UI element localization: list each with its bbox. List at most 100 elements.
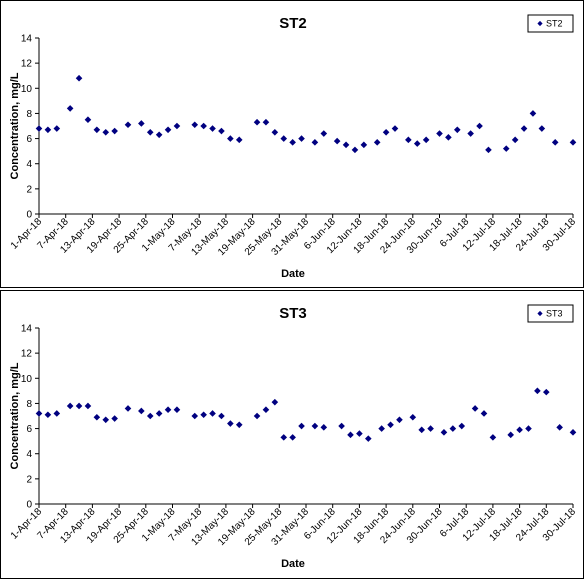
- chart-title: ST3: [279, 305, 307, 322]
- data-point: [111, 415, 118, 422]
- data-point: [124, 121, 132, 129]
- data-point: [365, 435, 372, 442]
- data-point: [102, 416, 110, 424]
- data-point: [427, 425, 434, 432]
- data-point: [35, 125, 43, 132]
- y-tick-label: 12: [21, 349, 33, 360]
- legend-marker: [537, 20, 543, 27]
- data-point: [271, 128, 279, 136]
- data-point: [209, 410, 216, 417]
- data-point: [262, 118, 270, 126]
- data-point: [440, 429, 448, 436]
- chart-panel-st3: ST3 0 2 4 6 8 10 12 14 1-Apr-18 7-Apr-18 13-Apr-18 1…: [0, 290, 584, 579]
- data-point: [227, 135, 234, 142]
- data-point: [289, 139, 296, 146]
- data-point: [66, 105, 74, 112]
- y-tick-label: 0: [26, 500, 32, 511]
- data-point: [155, 131, 163, 139]
- data-point: [480, 410, 488, 417]
- data-point: [378, 425, 385, 432]
- data-point: [471, 405, 479, 412]
- x-axis-label: Date: [281, 558, 305, 570]
- chart-title: ST2: [279, 15, 307, 32]
- data-point: [146, 128, 154, 136]
- data-point: [520, 125, 528, 132]
- data-point: [200, 411, 207, 419]
- y-tick-label: 10: [21, 374, 33, 385]
- data-point: [387, 421, 394, 429]
- data-point: [507, 431, 514, 439]
- data-point: [124, 405, 132, 412]
- data-point: [476, 122, 483, 130]
- data-point: [418, 426, 425, 434]
- data-point: [289, 434, 296, 441]
- data-point: [347, 431, 354, 439]
- data-point: [360, 141, 368, 149]
- y-tick-label: 10: [21, 84, 33, 95]
- data-point: [84, 116, 92, 124]
- y-tick-label: 2: [26, 474, 32, 485]
- data-point: [333, 137, 341, 145]
- data-point: [543, 388, 550, 396]
- data-point: [436, 130, 443, 137]
- data-point: [502, 145, 510, 152]
- data-point: [280, 135, 288, 142]
- data-point: [44, 411, 52, 419]
- data-point: [569, 429, 577, 436]
- data-point: [391, 125, 399, 132]
- y-tick-label: 6: [26, 134, 32, 145]
- chart-st3: ST3024681012141-Apr-187-Apr-1813-Apr-181…: [9, 304, 578, 570]
- legend-label: ST3: [546, 309, 563, 319]
- data-point: [218, 412, 225, 420]
- data-point: [556, 424, 563, 431]
- y-tick-label: 4: [26, 159, 32, 170]
- data-point: [164, 126, 172, 134]
- data-point: [138, 407, 145, 415]
- data-point: [467, 130, 474, 137]
- y-tick-label: 8: [26, 399, 32, 410]
- data-point: [173, 122, 181, 130]
- chart-panel-st2: ST2 0 2 4 6 8 10 12 14 1-Apr-18 7-Apr-18 13-Apr-18 1…: [0, 0, 584, 288]
- data-point: [75, 74, 83, 82]
- data-point: [253, 118, 261, 126]
- data-point: [191, 121, 199, 129]
- y-tick-label: 8: [26, 109, 32, 120]
- y-tick-label: 6: [26, 424, 32, 435]
- data-point: [422, 136, 430, 144]
- data-point: [489, 434, 497, 441]
- data-point: [84, 402, 92, 410]
- data-point: [458, 422, 466, 430]
- data-point: [356, 430, 363, 437]
- data-point: [382, 128, 390, 136]
- data-point: [102, 128, 110, 136]
- data-point: [529, 110, 537, 117]
- data-point: [253, 412, 261, 420]
- data-point: [396, 416, 403, 424]
- data-point: [93, 126, 101, 134]
- y-tick-label: 4: [26, 449, 32, 460]
- y-axis-label: Concentration, mg/L: [9, 72, 21, 179]
- data-point: [235, 421, 243, 429]
- data-point: [235, 136, 243, 144]
- data-point: [538, 125, 546, 132]
- data-point: [138, 120, 145, 127]
- legend: ST2: [527, 14, 574, 33]
- data-point: [53, 125, 61, 132]
- y-tick-label: 0: [26, 210, 32, 221]
- y-tick-label: 14: [21, 324, 33, 335]
- data-point: [155, 410, 163, 417]
- data-point: [525, 425, 532, 432]
- data-point: [311, 139, 319, 146]
- data-point: [338, 422, 345, 430]
- data-point: [200, 122, 207, 130]
- data-point: [93, 413, 101, 421]
- data-point: [111, 127, 118, 135]
- chart-st2: ST2024681012141-Apr-187-Apr-1813-Apr-181…: [9, 14, 578, 280]
- data-point: [262, 406, 270, 414]
- data-point: [173, 406, 181, 414]
- y-tick-label: 12: [21, 59, 33, 70]
- data-point: [516, 426, 523, 434]
- data-point: [227, 420, 234, 427]
- data-point: [35, 410, 43, 417]
- data-point: [53, 410, 61, 417]
